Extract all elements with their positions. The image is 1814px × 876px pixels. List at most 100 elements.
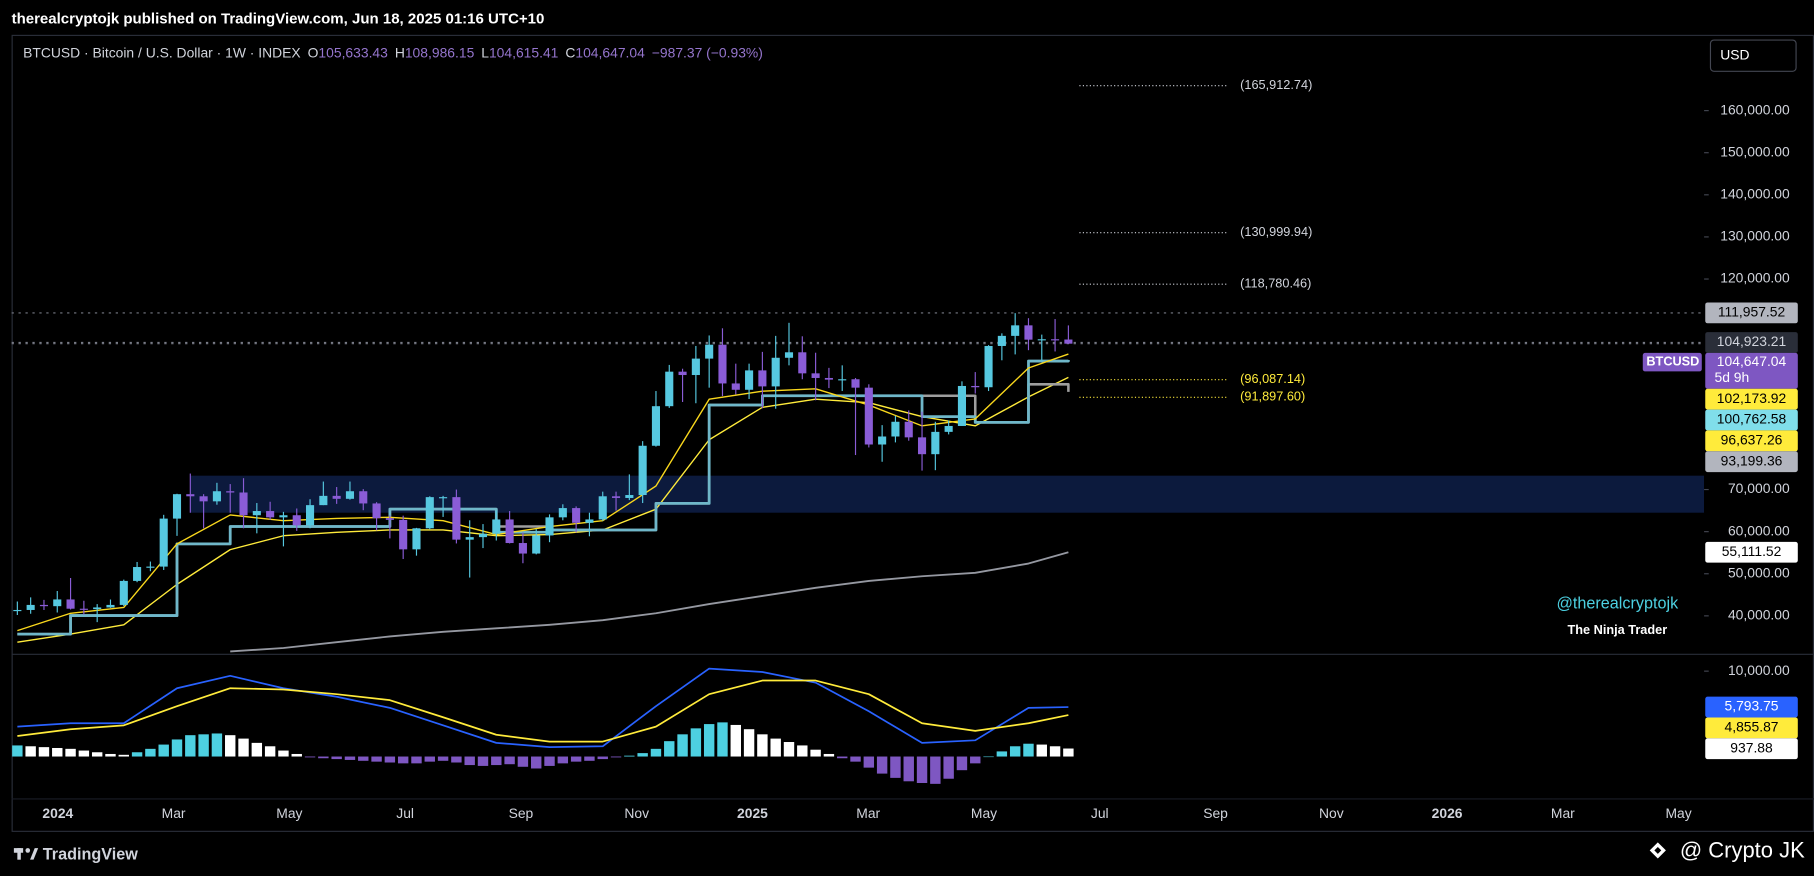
x-tick-label: Jul <box>1091 805 1109 821</box>
histogram-bar <box>876 756 888 774</box>
histogram-bar <box>105 753 116 757</box>
histogram-bar <box>531 756 542 769</box>
price-label-box <box>1705 430 1798 452</box>
histogram-bar <box>983 756 994 758</box>
histogram-bar <box>757 734 768 757</box>
y-tick-label: 70,000.00 <box>1728 480 1790 496</box>
histogram-bar <box>743 729 755 757</box>
histogram-bar <box>477 756 489 766</box>
y-tick-label: 150,000.00 <box>1720 143 1790 159</box>
candle-body <box>572 508 581 523</box>
chart-frame <box>11 34 1814 832</box>
x-tick-label: Jul <box>396 805 414 821</box>
macd-pane <box>12 667 1074 784</box>
price-label: 93,199.36 <box>1721 452 1783 468</box>
ohlc-key: H <box>395 44 405 60</box>
candle-body <box>66 599 75 609</box>
candle-body <box>838 379 847 381</box>
candle-body <box>957 385 967 426</box>
candle-body <box>798 352 807 374</box>
candle-body <box>1037 339 1046 341</box>
candle-body <box>997 335 1006 346</box>
price-label: 100,762.58 <box>1717 411 1787 427</box>
candle-body <box>53 599 62 607</box>
price-label: 5,793.75 <box>1725 698 1779 714</box>
candle-body <box>931 431 940 455</box>
currency-label[interactable]: USD <box>1720 46 1749 62</box>
histogram-bar <box>238 738 249 757</box>
candle-body <box>332 495 341 499</box>
candle-body <box>199 496 208 502</box>
candle-body <box>784 352 794 358</box>
candle-body <box>425 497 434 529</box>
histogram-bar <box>690 728 702 757</box>
candle-body <box>345 491 355 499</box>
candle-body <box>811 373 820 378</box>
candle-body <box>878 436 887 445</box>
watermark-handle: @therealcryptojk <box>1556 594 1679 612</box>
candle-body <box>279 515 288 518</box>
histogram-bar <box>451 756 462 763</box>
change: −987.37 (−0.93%) <box>652 44 763 60</box>
credit-icon <box>1649 842 1666 859</box>
candle-body <box>412 528 421 550</box>
candle-body <box>771 357 780 387</box>
candle-body <box>93 607 102 610</box>
publish-header: therealcryptojk published on TradingView… <box>12 11 545 28</box>
x-tick-label: Mar <box>1551 805 1575 821</box>
zone <box>190 475 1705 513</box>
candle-body <box>252 511 261 516</box>
histogram-bar <box>1009 746 1021 757</box>
candle-body <box>133 567 142 581</box>
x-tick-label: Mar <box>162 805 186 821</box>
candle-body <box>984 345 993 388</box>
histogram-bar <box>783 742 795 757</box>
candle-body <box>452 497 461 540</box>
candle-body <box>917 437 927 455</box>
price-label: 55,111.52 <box>1722 543 1782 559</box>
histogram-bar <box>171 739 183 757</box>
countdown: 5d 9h <box>1715 369 1750 385</box>
histogram-bar <box>331 756 342 760</box>
candle-body <box>638 445 647 496</box>
histogram-bar <box>78 750 90 757</box>
candle-body <box>758 370 767 387</box>
candle-body <box>119 580 128 605</box>
histogram-bar <box>344 756 356 760</box>
histogram-bar <box>823 753 835 757</box>
watermark-name: The Ninja Trader <box>1567 622 1667 637</box>
histogram-bar <box>703 724 715 757</box>
x-tick-label: 2025 <box>737 805 768 821</box>
histogram-bar <box>1049 746 1061 757</box>
histogram-bar <box>730 724 741 757</box>
histogram-bar <box>610 756 622 758</box>
histogram-bar <box>304 756 316 758</box>
histogram-bar <box>584 756 595 761</box>
histogram-bar <box>437 756 449 761</box>
histogram-bar <box>411 756 422 764</box>
histogram-bar <box>397 756 409 764</box>
histogram-bar <box>118 754 129 757</box>
y-tick-label: 60,000.00 <box>1728 522 1790 538</box>
candle-body <box>558 508 567 518</box>
candle-body <box>904 421 913 438</box>
histogram-bar <box>91 752 103 757</box>
currency-button[interactable] <box>1709 39 1797 72</box>
price-label-box <box>1705 717 1798 739</box>
fib-level-label: (96,087.14) <box>1240 371 1305 386</box>
histogram-bar <box>837 756 848 759</box>
candle-body <box>585 519 594 523</box>
candle-body <box>665 371 674 407</box>
candle-body <box>731 383 740 390</box>
y-tick-label: 140,000.00 <box>1720 185 1790 201</box>
x-tick-label: Nov <box>1319 805 1344 821</box>
candle-body <box>1051 339 1060 341</box>
candle-body <box>971 385 980 388</box>
candle-body <box>718 344 727 384</box>
indicator-line <box>17 679 1069 743</box>
histogram-bar <box>225 735 236 757</box>
price-label-box <box>1705 388 1798 410</box>
histogram-bar <box>491 756 502 766</box>
x-tick-label: Nov <box>624 805 649 821</box>
